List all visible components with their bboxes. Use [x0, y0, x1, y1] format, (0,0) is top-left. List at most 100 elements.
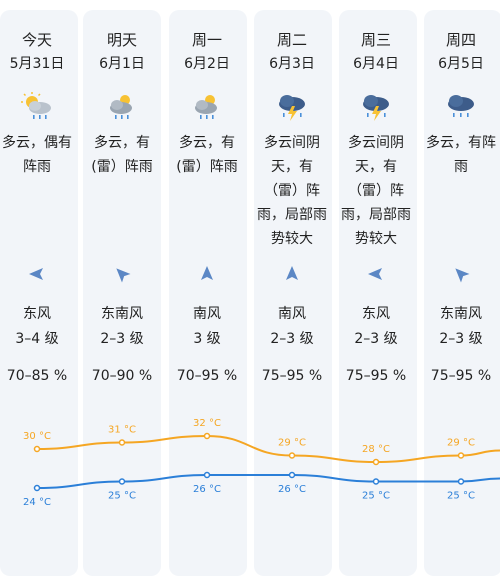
- wind-info: 东南风 2–3 级: [419, 302, 500, 352]
- thunderstorm-icon: [359, 92, 393, 122]
- low-temp-point: [118, 478, 126, 485]
- low-temp-label: 26 °C: [278, 484, 306, 495]
- high-temp-point: [372, 458, 380, 466]
- day-label: 明天: [106, 31, 137, 49]
- low-temp-label: 26 °C: [193, 484, 221, 495]
- high-temp-point: [33, 445, 41, 453]
- date-label: 6月5日: [438, 56, 484, 72]
- description-line: (雷）阵雨: [176, 159, 238, 175]
- description-line: （雷）阵: [348, 183, 404, 199]
- wind-level: 2–3 级: [354, 331, 398, 347]
- description-line: 多云，有: [179, 135, 235, 151]
- description-line: (雷）阵雨: [91, 159, 153, 175]
- wind-direction: 南风: [193, 306, 221, 322]
- wind-direction: 东风: [362, 306, 390, 322]
- wind-level: 2–3 级: [270, 331, 314, 347]
- humidity: 70–85 %: [6, 368, 68, 384]
- low-temp-point: [203, 471, 211, 479]
- partly-cloudy-rain-icon: [20, 92, 54, 122]
- low-temp-line: [36, 473, 500, 489]
- description-line: 雨，局部雨: [257, 207, 327, 223]
- high-temp-label: 31 °C: [108, 425, 136, 436]
- day-label: 周一: [191, 31, 222, 49]
- low-temp-label: 25 °C: [362, 491, 390, 502]
- high-temp-point: [203, 432, 211, 440]
- wind-info: 东风 3–4 级: [0, 302, 79, 352]
- description-line: （雷）阵: [264, 183, 320, 199]
- low-temp-point: [372, 478, 380, 485]
- low-temp-label: 25 °C: [447, 491, 475, 502]
- low-temp-label: 25 °C: [108, 491, 136, 502]
- wind-info: 南风 3 级: [165, 302, 249, 352]
- date-label: 6月2日: [184, 56, 230, 72]
- description-line: 势较大: [355, 231, 397, 247]
- description-line: 雨: [454, 159, 468, 175]
- thunderstorm-icon: [275, 92, 309, 122]
- description-line: 雨，局部雨: [341, 207, 411, 223]
- high-temp-label: 29 °C: [278, 438, 306, 449]
- cloud-rain-icon: [190, 92, 224, 122]
- humidity: 70–90 %: [91, 368, 153, 384]
- wind-level: 2–3 级: [100, 331, 144, 347]
- description-line: 天，有: [355, 159, 397, 175]
- description-line: 势较大: [271, 231, 313, 247]
- humidity: 75–95 %: [345, 368, 407, 384]
- description-line: 阵雨: [23, 159, 51, 175]
- wind-direction: 东南风: [440, 306, 482, 322]
- cloud-rain-icon: [105, 92, 139, 122]
- wind-direction: 南风: [278, 306, 306, 322]
- description-line: 天，有: [271, 159, 313, 175]
- humidity: 75–95 %: [261, 368, 323, 384]
- dark-cloud-rain-icon: [444, 92, 478, 122]
- high-temp-line: [36, 434, 500, 464]
- high-temp-label: 32 °C: [193, 418, 221, 429]
- high-temp-point: [457, 452, 465, 459]
- low-temp-point: [457, 478, 465, 485]
- weather-description: 多云，有阵雨: [422, 131, 500, 179]
- weather-description: 多云间阴天，有 （雷）阵雨，局部雨势较大: [337, 131, 415, 251]
- weather-description: 多云，有 (雷）阵雨: [168, 131, 246, 179]
- southeast-wind-arrow-icon: [451, 264, 471, 284]
- low-temp-label: 24 °C: [23, 497, 51, 508]
- description-line: 多云，有: [94, 135, 150, 151]
- south-wind-arrow-icon: [282, 264, 302, 284]
- wind-direction: 东南风: [101, 306, 143, 322]
- southeast-wind-arrow-icon: [112, 264, 132, 284]
- description-line: 多云，偶有: [2, 135, 72, 151]
- date-label: 6月4日: [353, 56, 399, 72]
- low-temp-point: [288, 471, 296, 479]
- weather-description: 多云，有 (雷）阵雨: [83, 131, 161, 179]
- day-label: 周四: [445, 31, 476, 49]
- high-temp-label: 29 °C: [447, 438, 475, 449]
- wind-info: 南风 2–3 级: [250, 302, 334, 352]
- humidity: 75–95 %: [430, 368, 492, 384]
- high-temp-label: 28 °C: [362, 444, 390, 455]
- wind-level: 3 级: [193, 331, 221, 347]
- wind-level: 2–3 级: [439, 331, 483, 347]
- wind-level: 3–4 级: [15, 331, 59, 347]
- date-label: 6月1日: [99, 56, 145, 72]
- high-temp-point: [288, 452, 296, 459]
- east-wind-arrow-icon: [27, 264, 47, 284]
- high-temp-point: [118, 439, 126, 446]
- south-wind-arrow-icon: [197, 264, 217, 284]
- low-temp-point: [33, 484, 41, 492]
- east-wind-arrow-icon: [366, 264, 386, 284]
- weather-description: 多云，偶有阵雨: [0, 131, 76, 179]
- date-label: 6月3日: [269, 56, 315, 72]
- wind-direction: 东风: [23, 306, 51, 322]
- wind-info: 东南风 2–3 级: [80, 302, 164, 352]
- date-label: 5月31日: [9, 56, 65, 72]
- weather-description: 多云间阴天，有 （雷）阵雨，局部雨势较大: [253, 131, 331, 251]
- high-temp-label: 30 °C: [23, 431, 51, 442]
- day-label: 周三: [360, 31, 391, 49]
- description-line: 多云间阴: [348, 135, 404, 151]
- humidity: 70–95 %: [176, 368, 238, 384]
- wind-info: 东风 2–3 级: [334, 302, 418, 352]
- day-label: 今天: [21, 31, 52, 49]
- day-label: 周二: [276, 31, 307, 49]
- description-line: 多云，有阵: [426, 135, 496, 151]
- description-line: 多云间阴: [264, 135, 320, 151]
